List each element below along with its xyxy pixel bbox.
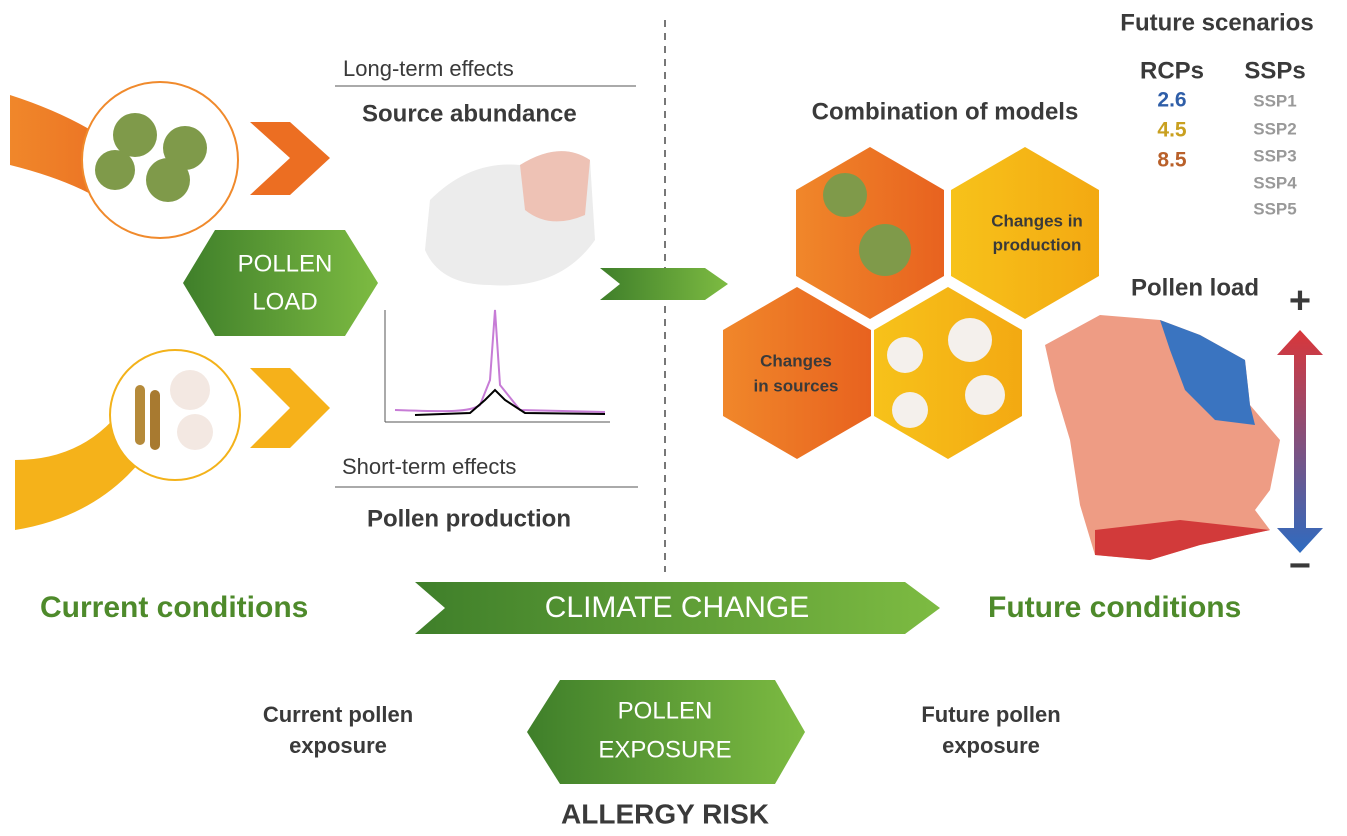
rcp: 8.5 <box>1157 149 1187 172</box>
ssp: SSP3 <box>1253 146 1296 165</box>
label: Future conditions <box>988 591 1241 624</box>
scale-end: + <box>1289 280 1311 322</box>
label: exposure <box>942 733 1040 758</box>
arrow <box>600 268 728 300</box>
label: Short-term effects <box>342 454 516 479</box>
hexagon <box>723 287 871 459</box>
chevron <box>250 122 330 195</box>
pollen-icon <box>887 318 1005 428</box>
hex-text: in sources <box>753 376 838 395</box>
rcp: 2.6 <box>1157 89 1186 112</box>
header: SSPs <box>1244 57 1305 84</box>
hexagon <box>874 287 1022 459</box>
scale-end: − <box>1289 545 1311 587</box>
badge-text: EXPOSURE <box>598 736 731 763</box>
label: Current conditions <box>40 591 308 624</box>
exposure-badge <box>527 680 805 784</box>
badge-text: POLLEN <box>618 697 713 724</box>
label: ALLERGY RISK <box>561 798 769 829</box>
europe-map-shade <box>520 151 590 222</box>
catkin-icon <box>135 370 213 450</box>
badge-text: LOAD <box>252 288 317 315</box>
scale-arrow <box>1277 330 1323 553</box>
label: Current pollen <box>263 702 413 727</box>
label: Long-term effects <box>343 56 514 81</box>
label: CLIMATE CHANGE <box>545 591 809 624</box>
tree-icon <box>95 113 207 202</box>
label: Future pollen <box>921 702 1060 727</box>
histogram <box>384 309 610 423</box>
chevron <box>250 368 330 448</box>
map-blue <box>1160 320 1255 425</box>
climate-arrow <box>415 582 940 634</box>
tree-icon <box>823 173 911 276</box>
heading: Combination of models <box>812 98 1079 125</box>
header: RCPs <box>1140 57 1204 84</box>
ssp: SSP1 <box>1253 91 1296 110</box>
heading: Pollen load <box>1131 274 1259 301</box>
hex-text: production <box>993 235 1082 254</box>
ssp: SSP2 <box>1253 119 1296 138</box>
ssp: SSP4 <box>1253 173 1297 192</box>
badge-text: POLLEN <box>238 250 333 277</box>
heading: Pollen production <box>367 505 571 532</box>
heading: Future scenarios <box>1120 9 1313 36</box>
hex-text: Changes <box>760 351 832 370</box>
ssp: SSP5 <box>1253 199 1296 218</box>
catkin-circle <box>109 349 241 481</box>
label: exposure <box>289 733 387 758</box>
map-red <box>1095 520 1270 560</box>
hex-text: Changes in <box>991 211 1083 230</box>
pollen-load-badge <box>183 230 378 336</box>
rcp: 4.5 <box>1157 119 1187 142</box>
heading: Source abundance <box>362 100 577 127</box>
hexagon <box>951 147 1099 319</box>
